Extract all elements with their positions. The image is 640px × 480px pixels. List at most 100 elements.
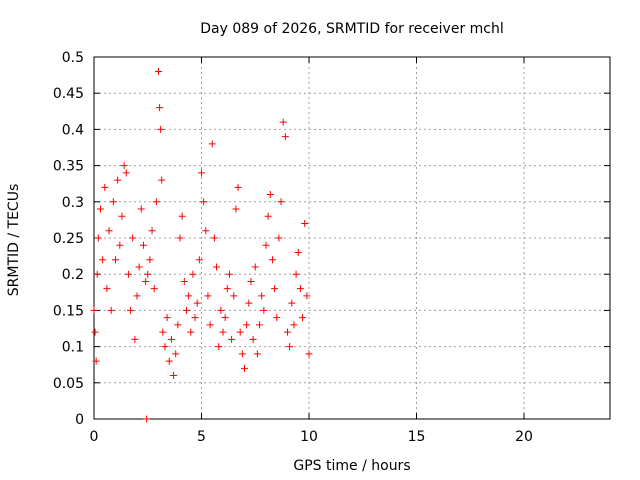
data-point bbox=[159, 328, 167, 336]
data-point bbox=[277, 198, 285, 206]
data-point bbox=[213, 263, 221, 271]
data-point bbox=[96, 205, 104, 213]
plot-frame bbox=[93, 56, 611, 420]
data-point bbox=[195, 256, 203, 264]
data-point bbox=[139, 241, 147, 249]
data-point bbox=[303, 292, 311, 300]
grid bbox=[94, 57, 610, 419]
data-point bbox=[137, 205, 145, 213]
data-point bbox=[156, 104, 164, 112]
data-point bbox=[109, 198, 117, 206]
data-point bbox=[264, 212, 272, 220]
data-point bbox=[266, 191, 274, 199]
data-point bbox=[92, 357, 100, 365]
data-point bbox=[101, 183, 109, 191]
data-point bbox=[191, 314, 199, 322]
y-tick-label: 0.05 bbox=[53, 376, 84, 392]
y-tick-label: 0.5 bbox=[62, 50, 84, 66]
data-point bbox=[116, 241, 124, 249]
data-point bbox=[129, 234, 137, 242]
data-point bbox=[182, 306, 190, 314]
data-point bbox=[258, 292, 266, 300]
data-point bbox=[176, 234, 184, 242]
data-point bbox=[180, 277, 188, 285]
data-point bbox=[178, 212, 186, 220]
data-point bbox=[99, 256, 107, 264]
data-point bbox=[288, 299, 296, 307]
data-point bbox=[241, 364, 248, 372]
y-tick-label: 0 bbox=[75, 412, 84, 428]
x-tick-label: 0 bbox=[90, 429, 99, 445]
data-point bbox=[249, 335, 257, 343]
data-point bbox=[243, 321, 251, 329]
data-point bbox=[172, 350, 180, 358]
data-point bbox=[127, 306, 135, 314]
data-point bbox=[161, 343, 169, 351]
y-axis-label: SRMTID / TECUs bbox=[6, 184, 22, 297]
axis-ticks: 0 0.05 0.1 0.15 0.2 0.25 0.3 0.35 0.4 0.45 0.5 0 5 10… bbox=[53, 50, 610, 445]
data-point bbox=[208, 140, 216, 148]
data-point bbox=[144, 270, 152, 278]
data-point bbox=[251, 263, 259, 271]
chart-title: Day 089 of 2026, SRMTID for receiver mch… bbox=[200, 21, 504, 37]
data-point bbox=[217, 306, 225, 314]
data-point bbox=[219, 328, 227, 336]
data-point bbox=[221, 314, 229, 322]
data-point bbox=[118, 212, 126, 220]
data-point bbox=[189, 270, 197, 278]
y-tick-label: 0.3 bbox=[62, 195, 84, 211]
data-point bbox=[225, 270, 233, 278]
data-point bbox=[131, 335, 139, 343]
data-point bbox=[206, 321, 214, 329]
data-point bbox=[202, 227, 210, 235]
data-point bbox=[279, 118, 287, 126]
data-point bbox=[215, 343, 223, 351]
data-point bbox=[103, 285, 111, 293]
data-point bbox=[193, 299, 201, 307]
data-point bbox=[238, 350, 246, 358]
y-tick-label: 0.25 bbox=[53, 231, 84, 247]
y-tick-label: 0.1 bbox=[62, 340, 84, 356]
data-point bbox=[286, 343, 294, 351]
data-point bbox=[228, 335, 236, 343]
data-point bbox=[273, 314, 281, 322]
data-point bbox=[167, 335, 175, 343]
x-axis-label: GPS time / hours bbox=[293, 458, 410, 474]
data-point bbox=[122, 169, 130, 177]
data-point bbox=[165, 357, 173, 365]
data-point bbox=[299, 314, 307, 322]
data-point bbox=[187, 328, 195, 336]
y-tick-label: 0.4 bbox=[62, 122, 84, 138]
data-point bbox=[204, 292, 212, 300]
data-point bbox=[305, 350, 313, 358]
data-point bbox=[142, 277, 150, 285]
data-point bbox=[155, 67, 162, 75]
data-point bbox=[290, 321, 298, 329]
data-points bbox=[90, 67, 313, 423]
data-point bbox=[245, 299, 253, 307]
data-point bbox=[232, 205, 240, 213]
x-tick-label: 15 bbox=[408, 429, 426, 445]
data-point bbox=[260, 306, 268, 314]
data-point bbox=[112, 256, 119, 264]
data-point bbox=[200, 198, 208, 206]
x-tick-label: 10 bbox=[300, 429, 318, 445]
data-point bbox=[262, 241, 270, 249]
data-point bbox=[170, 372, 178, 380]
data-point bbox=[296, 285, 304, 293]
data-point bbox=[150, 285, 158, 293]
y-tick-label: 0.2 bbox=[62, 267, 84, 283]
data-point bbox=[135, 263, 143, 271]
data-point bbox=[146, 256, 154, 264]
data-point bbox=[157, 125, 165, 133]
y-tick-label: 0.15 bbox=[53, 303, 84, 319]
data-point bbox=[143, 415, 151, 423]
data-point bbox=[91, 328, 99, 336]
data-point bbox=[210, 234, 218, 242]
data-point bbox=[163, 314, 171, 322]
data-point bbox=[247, 277, 255, 285]
data-point bbox=[124, 270, 132, 278]
data-point bbox=[292, 270, 300, 278]
data-point bbox=[294, 248, 302, 256]
